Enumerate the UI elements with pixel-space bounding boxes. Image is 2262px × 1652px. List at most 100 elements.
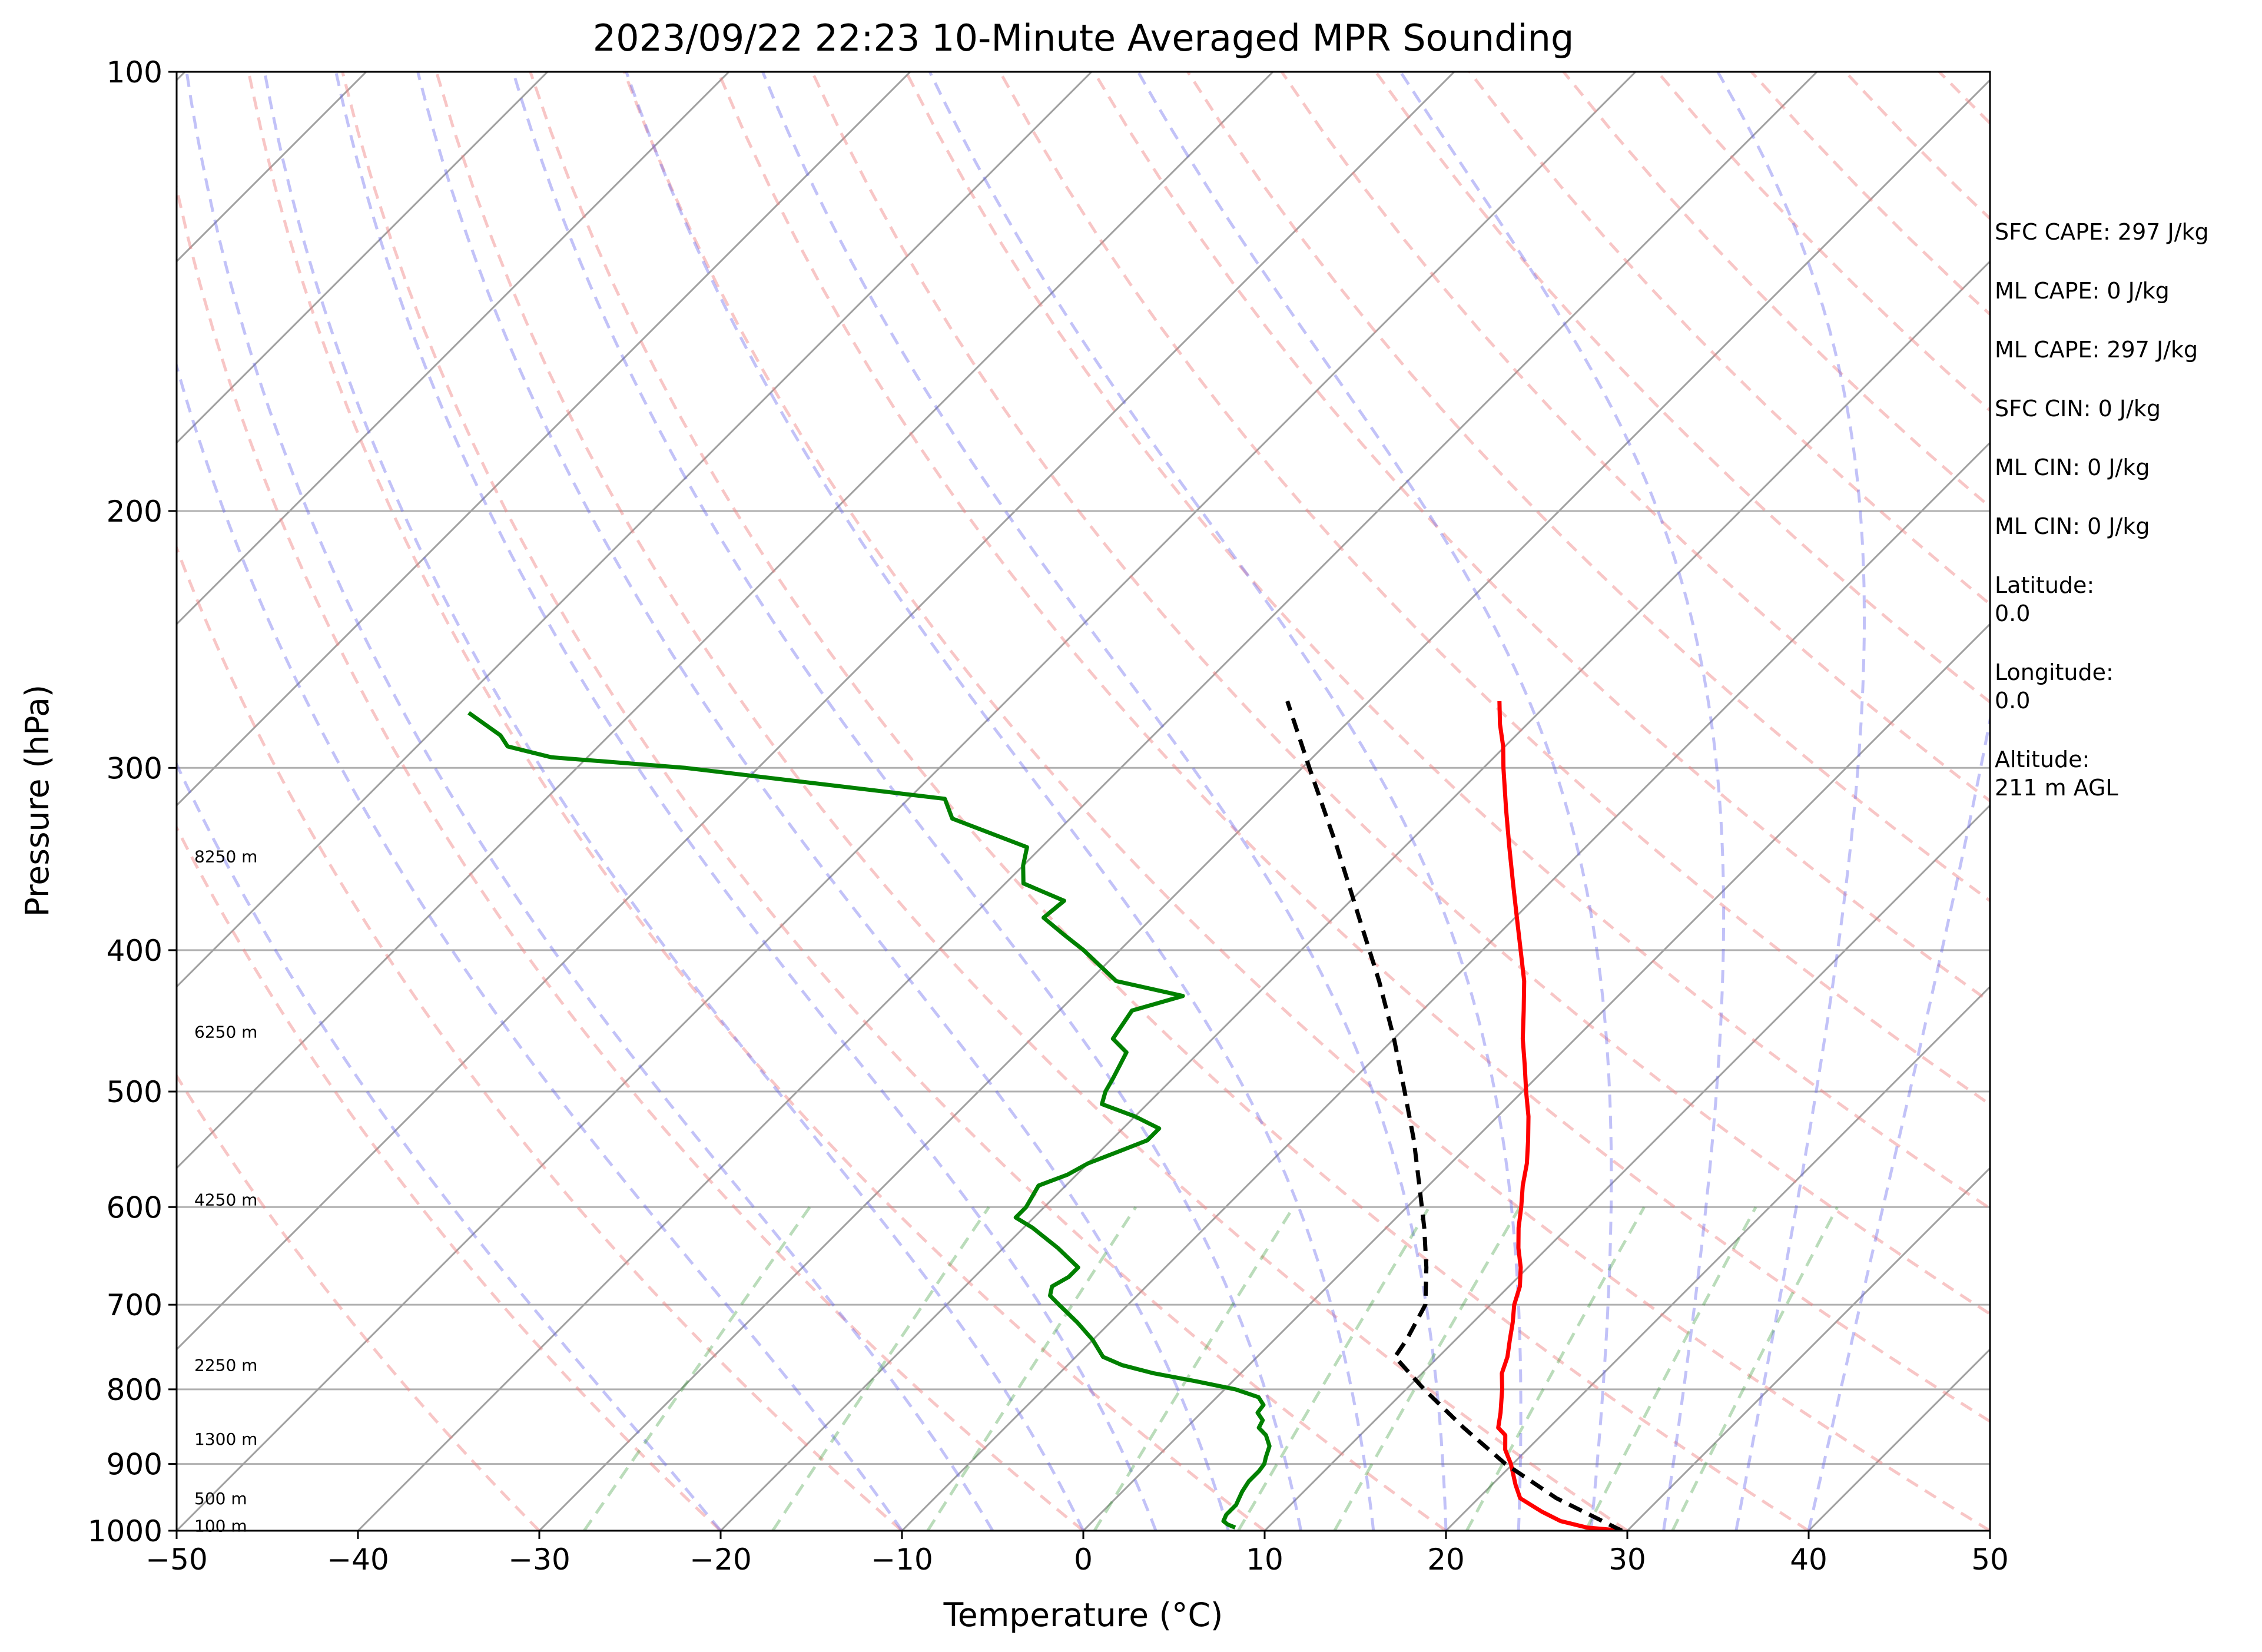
dry-adiabat-line [904,72,1990,1210]
height-label: 500 m [194,1489,247,1508]
y-tick-label: 200 [107,495,162,529]
mixing-ratio-line [926,1206,1137,1531]
y-tick-label: 800 [107,1373,162,1407]
y-tick-label: 500 [107,1075,162,1109]
sounding-lines [467,700,1623,1531]
height-label: 6250 m [194,1023,257,1042]
height-label: 1300 m [194,1429,257,1449]
x-tick-label: −10 [871,1542,933,1577]
x-tick-label: −50 [145,1542,208,1577]
isotherm-line [177,72,549,444]
info-sfc-cin: SFC CIN: 0 J/kg [1995,396,2161,422]
isotherm-line [177,72,1274,1170]
mixing-ratio-line [1671,1206,1839,1531]
y-axis-label: Pressure (hPa) [18,685,56,917]
x-tick-label: −40 [327,1542,389,1577]
dry-adiabat-line [1280,72,1990,803]
height-label: 4250 m [194,1190,257,1210]
background-lines [177,72,1990,1531]
info-ml-cape2: ML CAPE: 297 J/kg [1995,337,2198,363]
isotherm-line [1263,804,1990,1531]
x-tick-label: 20 [1427,1542,1465,1577]
isotherm-line [901,441,1990,1531]
y-tick-label: 700 [107,1288,162,1322]
moist-adiabat-line [334,72,1157,1531]
dry-adiabat-line [717,72,1990,1424]
moist-adiabat-line [1716,72,1866,1531]
info-ml-cin2: ML CIN: 0 J/kg [1995,513,2150,539]
info-latitude: Latitude: 0.0 [1995,572,2095,626]
moist-adiabat-line [928,72,1523,1531]
mixing-ratio-line [1333,1206,1521,1531]
height-label: 8250 m [194,847,257,867]
x-tick-label: 30 [1608,1542,1646,1577]
dry-adiabat-line [177,544,903,1531]
isotherm-line [177,72,730,626]
mixing-ratio-line [771,1206,990,1531]
dry-adiabat-line [529,72,1810,1531]
dry-adiabat-line [435,72,1628,1531]
y-axis: 100 200 300 400 500 600 700 800 900 1000 [88,55,177,1548]
sounding-info-panel: SFC CAPE: 297 J/kg ML CAPE: 0 J/kg ML CAPE… [1995,218,2254,832]
temperature-line [1496,701,1623,1531]
mixing-ratio-line [1465,1206,1646,1531]
moist-adiabat-line [185,72,994,1531]
y-tick-label: 1000 [88,1514,162,1548]
dry-adiabat-line [177,1073,540,1531]
mixing-ratio-line [583,1206,811,1531]
isotherm-line [719,260,1990,1531]
y-tick-label: 300 [107,751,162,785]
moist-adiabat-line [1136,72,1613,1531]
y-tick-label: 900 [107,1448,162,1482]
info-sfc-cape: SFC CAPE: 297 J/kg [1995,219,2209,245]
dry-adiabat-line [341,72,1447,1531]
isotherm-line [177,72,1093,988]
height-labels: 100 m 500 m 1300 m 2250 m 4250 m 6250 m 8250 m [194,847,257,1536]
mixing-ratio-line [1584,1206,1757,1531]
moist-adiabat-line [1399,72,1726,1531]
dewpoint-line [467,711,1272,1530]
isotherm-line [1626,1166,1990,1531]
isotherm-line [538,78,1990,1531]
y-tick-label: 100 [107,55,162,89]
dry-adiabat-line [1186,72,1990,903]
chart-title: 2023/09/22 22:23 10-Minute Averaged MPR … [593,16,1574,59]
moist-adiabat-line [177,761,722,1531]
dry-adiabat-line [622,72,1990,1531]
parcel-line [1285,700,1623,1531]
y-tick-label: 600 [107,1190,162,1225]
x-tick-label: 40 [1790,1542,1827,1577]
height-label: 100 m [194,1516,247,1535]
moist-adiabat-line [1807,712,1990,1531]
dry-adiabat-line [177,824,722,1531]
info-ml-cape: ML CAPE: 0 J/kg [1995,278,2170,304]
x-tick-label: 0 [1074,1542,1093,1577]
height-label: 2250 m [194,1356,257,1375]
info-altitude: Altitude: 211 m AGL [1995,747,2118,801]
x-tick-label: −30 [508,1542,571,1577]
moist-adiabat-line [761,72,1448,1531]
x-axis: −50 −40 −30 −20 −10 0 10 20 30 40 50 [145,1531,2009,1577]
isotherm-line [1445,985,1990,1531]
dry-adiabat-line [999,72,1990,1106]
dry-adiabat-line [177,181,1084,1531]
moist-adiabat-line [416,72,1230,1531]
info-longitude: Longitude: 0.0 [1995,659,2114,714]
dry-adiabat-line [247,72,1266,1531]
moist-adiabat-line [263,72,1085,1531]
moist-adiabat-line [177,360,904,1531]
isotherm-line [1082,622,1990,1531]
y-tick-label: 400 [107,934,162,968]
mixing-ratio-line [1093,1206,1295,1531]
isotherm-line [177,72,911,807]
isotherm-line [357,72,1818,1531]
x-axis-label: Temperature (°C) [943,1596,1223,1634]
info-ml-cin: ML CIN: 0 J/kg [1995,455,2150,480]
isotherm-line [177,72,1455,1351]
x-tick-label: −20 [689,1542,752,1577]
moist-adiabat-line [512,72,1303,1531]
moist-adiabat-line [625,72,1375,1531]
x-tick-label: 10 [1246,1542,1283,1577]
isotherm-line [177,72,1637,1531]
x-tick-label: 50 [1971,1542,2009,1577]
